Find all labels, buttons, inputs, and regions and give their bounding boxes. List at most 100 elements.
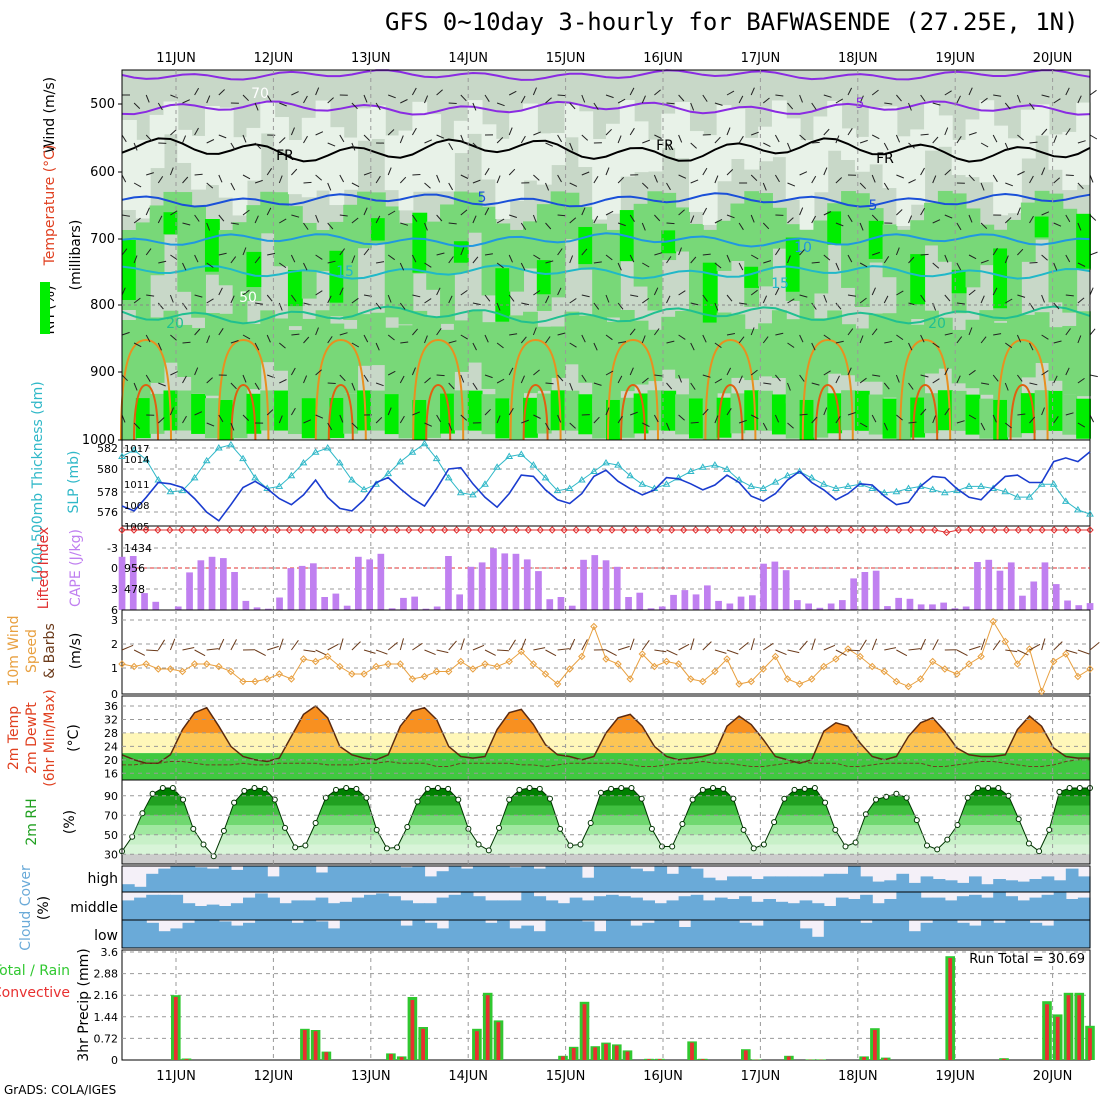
wind-barb xyxy=(1041,638,1046,651)
isotherm-25-loop xyxy=(314,338,367,441)
upper-wind-barb xyxy=(920,253,929,256)
rh-moist-patch xyxy=(274,192,289,267)
upper-wind-barb xyxy=(895,247,900,256)
rh-saturated-patch xyxy=(204,219,220,272)
upper-wind-barb xyxy=(993,333,1002,336)
rh-dry-patch xyxy=(868,107,884,165)
wind-speed-marker xyxy=(928,657,937,666)
upper-wind-barb xyxy=(1041,167,1046,176)
cloud-bar xyxy=(230,925,244,948)
upper-wind-barb xyxy=(206,222,211,231)
rh-dry-patch xyxy=(827,100,843,151)
rh-marker xyxy=(852,839,859,846)
cloud-bar xyxy=(872,903,885,920)
upper-wind-barb xyxy=(593,261,602,264)
lifted-index-marker xyxy=(560,526,568,534)
thickness-marker xyxy=(783,471,792,479)
cloud-bar xyxy=(630,925,643,948)
wind-barb xyxy=(654,649,667,653)
upper-wind-barb xyxy=(569,382,574,391)
upper-wind-barb xyxy=(291,214,300,218)
wind-speed-marker xyxy=(493,662,501,671)
lifted-index-marker xyxy=(524,526,533,534)
upper-wind-barb xyxy=(763,142,771,148)
cloud-bar xyxy=(218,866,232,892)
rh-surface-patch xyxy=(592,398,607,439)
upper-wind-barb xyxy=(1017,134,1024,141)
rh-moist-patch xyxy=(149,205,165,276)
wind-speed-marker xyxy=(372,662,380,671)
dewpt-area xyxy=(122,753,1090,780)
cloud-bar xyxy=(339,866,353,892)
upper-wind-barb xyxy=(484,294,491,302)
upper-wind-barb xyxy=(472,102,477,111)
upper-wind-barb xyxy=(533,414,541,419)
upper-wind-barb xyxy=(194,411,203,416)
upper-wind-barb xyxy=(992,287,998,296)
rh-moist-patch xyxy=(771,207,787,249)
contour-label: 15 xyxy=(336,264,354,280)
cloud-bar xyxy=(303,866,317,892)
lifted-index-marker xyxy=(715,526,724,534)
lifted-index-marker xyxy=(154,526,162,534)
upper-wind-barb xyxy=(908,179,916,184)
upper-wind-barb xyxy=(835,98,844,104)
upper-wind-barb xyxy=(581,374,587,382)
upper-wind-barb xyxy=(617,98,626,104)
cloud-bar xyxy=(884,899,897,920)
upper-wind-barb xyxy=(436,174,441,183)
upper-wind-barb xyxy=(980,222,988,229)
upper-wind-barb xyxy=(448,222,457,225)
wind-barb xyxy=(315,649,327,656)
upper-wind-barb xyxy=(666,142,671,151)
cloud-bar xyxy=(690,868,704,892)
cloud-bar xyxy=(944,880,958,892)
rh-surface-patch xyxy=(661,390,677,431)
precip-convective-bar xyxy=(614,1045,619,1060)
upper-wind-barb xyxy=(883,422,888,431)
wind-barb xyxy=(871,638,878,651)
upper-wind-barb xyxy=(194,214,200,222)
cape-bar xyxy=(1030,581,1038,610)
rh-marker xyxy=(842,843,849,850)
cloud-bar xyxy=(460,868,474,892)
upper-wind-barb xyxy=(581,94,586,103)
upper-wind-barb xyxy=(956,262,962,271)
upper-wind-barb xyxy=(896,209,903,216)
cloud-bar xyxy=(1005,920,1018,948)
cloud-bar xyxy=(497,900,510,920)
cape-bar xyxy=(591,555,599,610)
precip-convective-bar xyxy=(873,1030,877,1060)
upper-wind-barb xyxy=(980,259,989,264)
lifted-index-marker xyxy=(990,526,999,534)
wind-speed-marker xyxy=(239,677,247,686)
upper-wind-barb xyxy=(726,90,735,96)
cloud-bar xyxy=(739,876,752,892)
thickness-marker xyxy=(214,444,223,451)
wind-legend-label: Wind (m/s) xyxy=(42,77,58,153)
upper-wind-barb xyxy=(278,302,283,311)
cloud-bar xyxy=(291,922,305,948)
upper-wind-barb xyxy=(629,254,635,263)
upper-wind-barb xyxy=(908,421,917,424)
thickness-marker xyxy=(1061,497,1070,504)
upper-wind-barb xyxy=(714,136,721,144)
upper-wind-barb xyxy=(230,382,237,390)
rh-marker xyxy=(577,841,584,848)
cloud-bar xyxy=(255,920,268,948)
upper-wind-barb xyxy=(170,254,178,260)
lifted-tick: -3 xyxy=(107,542,118,555)
upper-wind-barb xyxy=(1004,422,1012,429)
rh-low-moist-patch xyxy=(854,328,870,382)
rh-marker xyxy=(282,824,288,831)
upper-wind-barb xyxy=(1089,214,1097,221)
wind-barb xyxy=(460,638,465,651)
upper-wind-barb xyxy=(944,294,951,302)
thickness-marker xyxy=(348,476,356,483)
rh-marker xyxy=(893,790,900,797)
upper-wind-barb xyxy=(787,298,795,304)
upper-wind-barb xyxy=(678,134,683,143)
upper-wind-barb xyxy=(496,378,505,384)
upper-wind-barb xyxy=(944,254,949,263)
upper-wind-barb xyxy=(847,367,852,376)
